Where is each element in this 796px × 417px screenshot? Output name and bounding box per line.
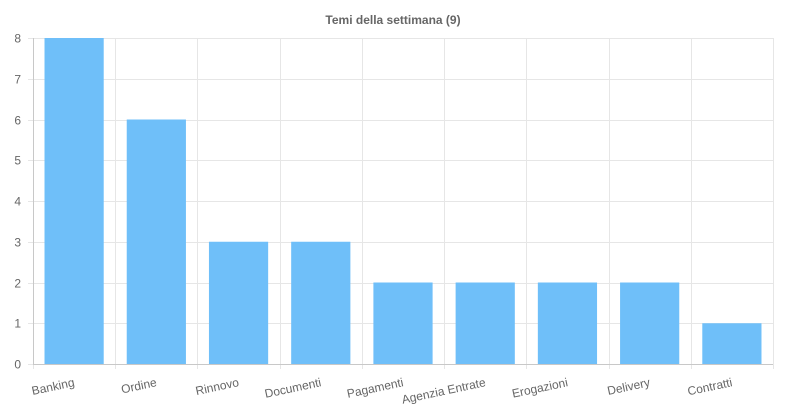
y-tick-label: 1: [14, 317, 21, 331]
x-tick-label: Banking: [30, 375, 75, 398]
x-tick-label: Documenti: [263, 375, 322, 401]
x-tick-label: Agenzia Entrate: [400, 375, 487, 407]
y-tick-label: 5: [14, 154, 21, 168]
bar: [620, 282, 680, 364]
y-tick-label: 7: [14, 73, 21, 87]
y-tick-label: 8: [14, 32, 21, 46]
bar: [702, 323, 762, 364]
x-tick-label: Erogazioni: [511, 375, 569, 400]
x-tick-label: Contratti: [686, 375, 733, 398]
bar: [455, 282, 515, 364]
y-tick-label: 0: [14, 358, 21, 372]
bar: [126, 119, 186, 364]
bar: [208, 241, 269, 364]
x-tick-label: Pagamenti: [346, 375, 405, 401]
y-tick-label: 4: [14, 195, 21, 209]
y-tick-label: 3: [14, 236, 21, 250]
y-tick-label: 2: [14, 277, 21, 291]
bar: [44, 38, 104, 364]
bar: [373, 282, 433, 364]
x-tick-label: Delivery: [606, 375, 651, 398]
x-tick-label: Ordine: [120, 375, 158, 396]
x-tick-label: Rinnovo: [194, 375, 240, 398]
bar: [291, 241, 351, 364]
bar: [537, 282, 598, 364]
chart-title: Temi della settimana (9): [325, 13, 461, 27]
y-tick-label: 6: [14, 114, 21, 128]
